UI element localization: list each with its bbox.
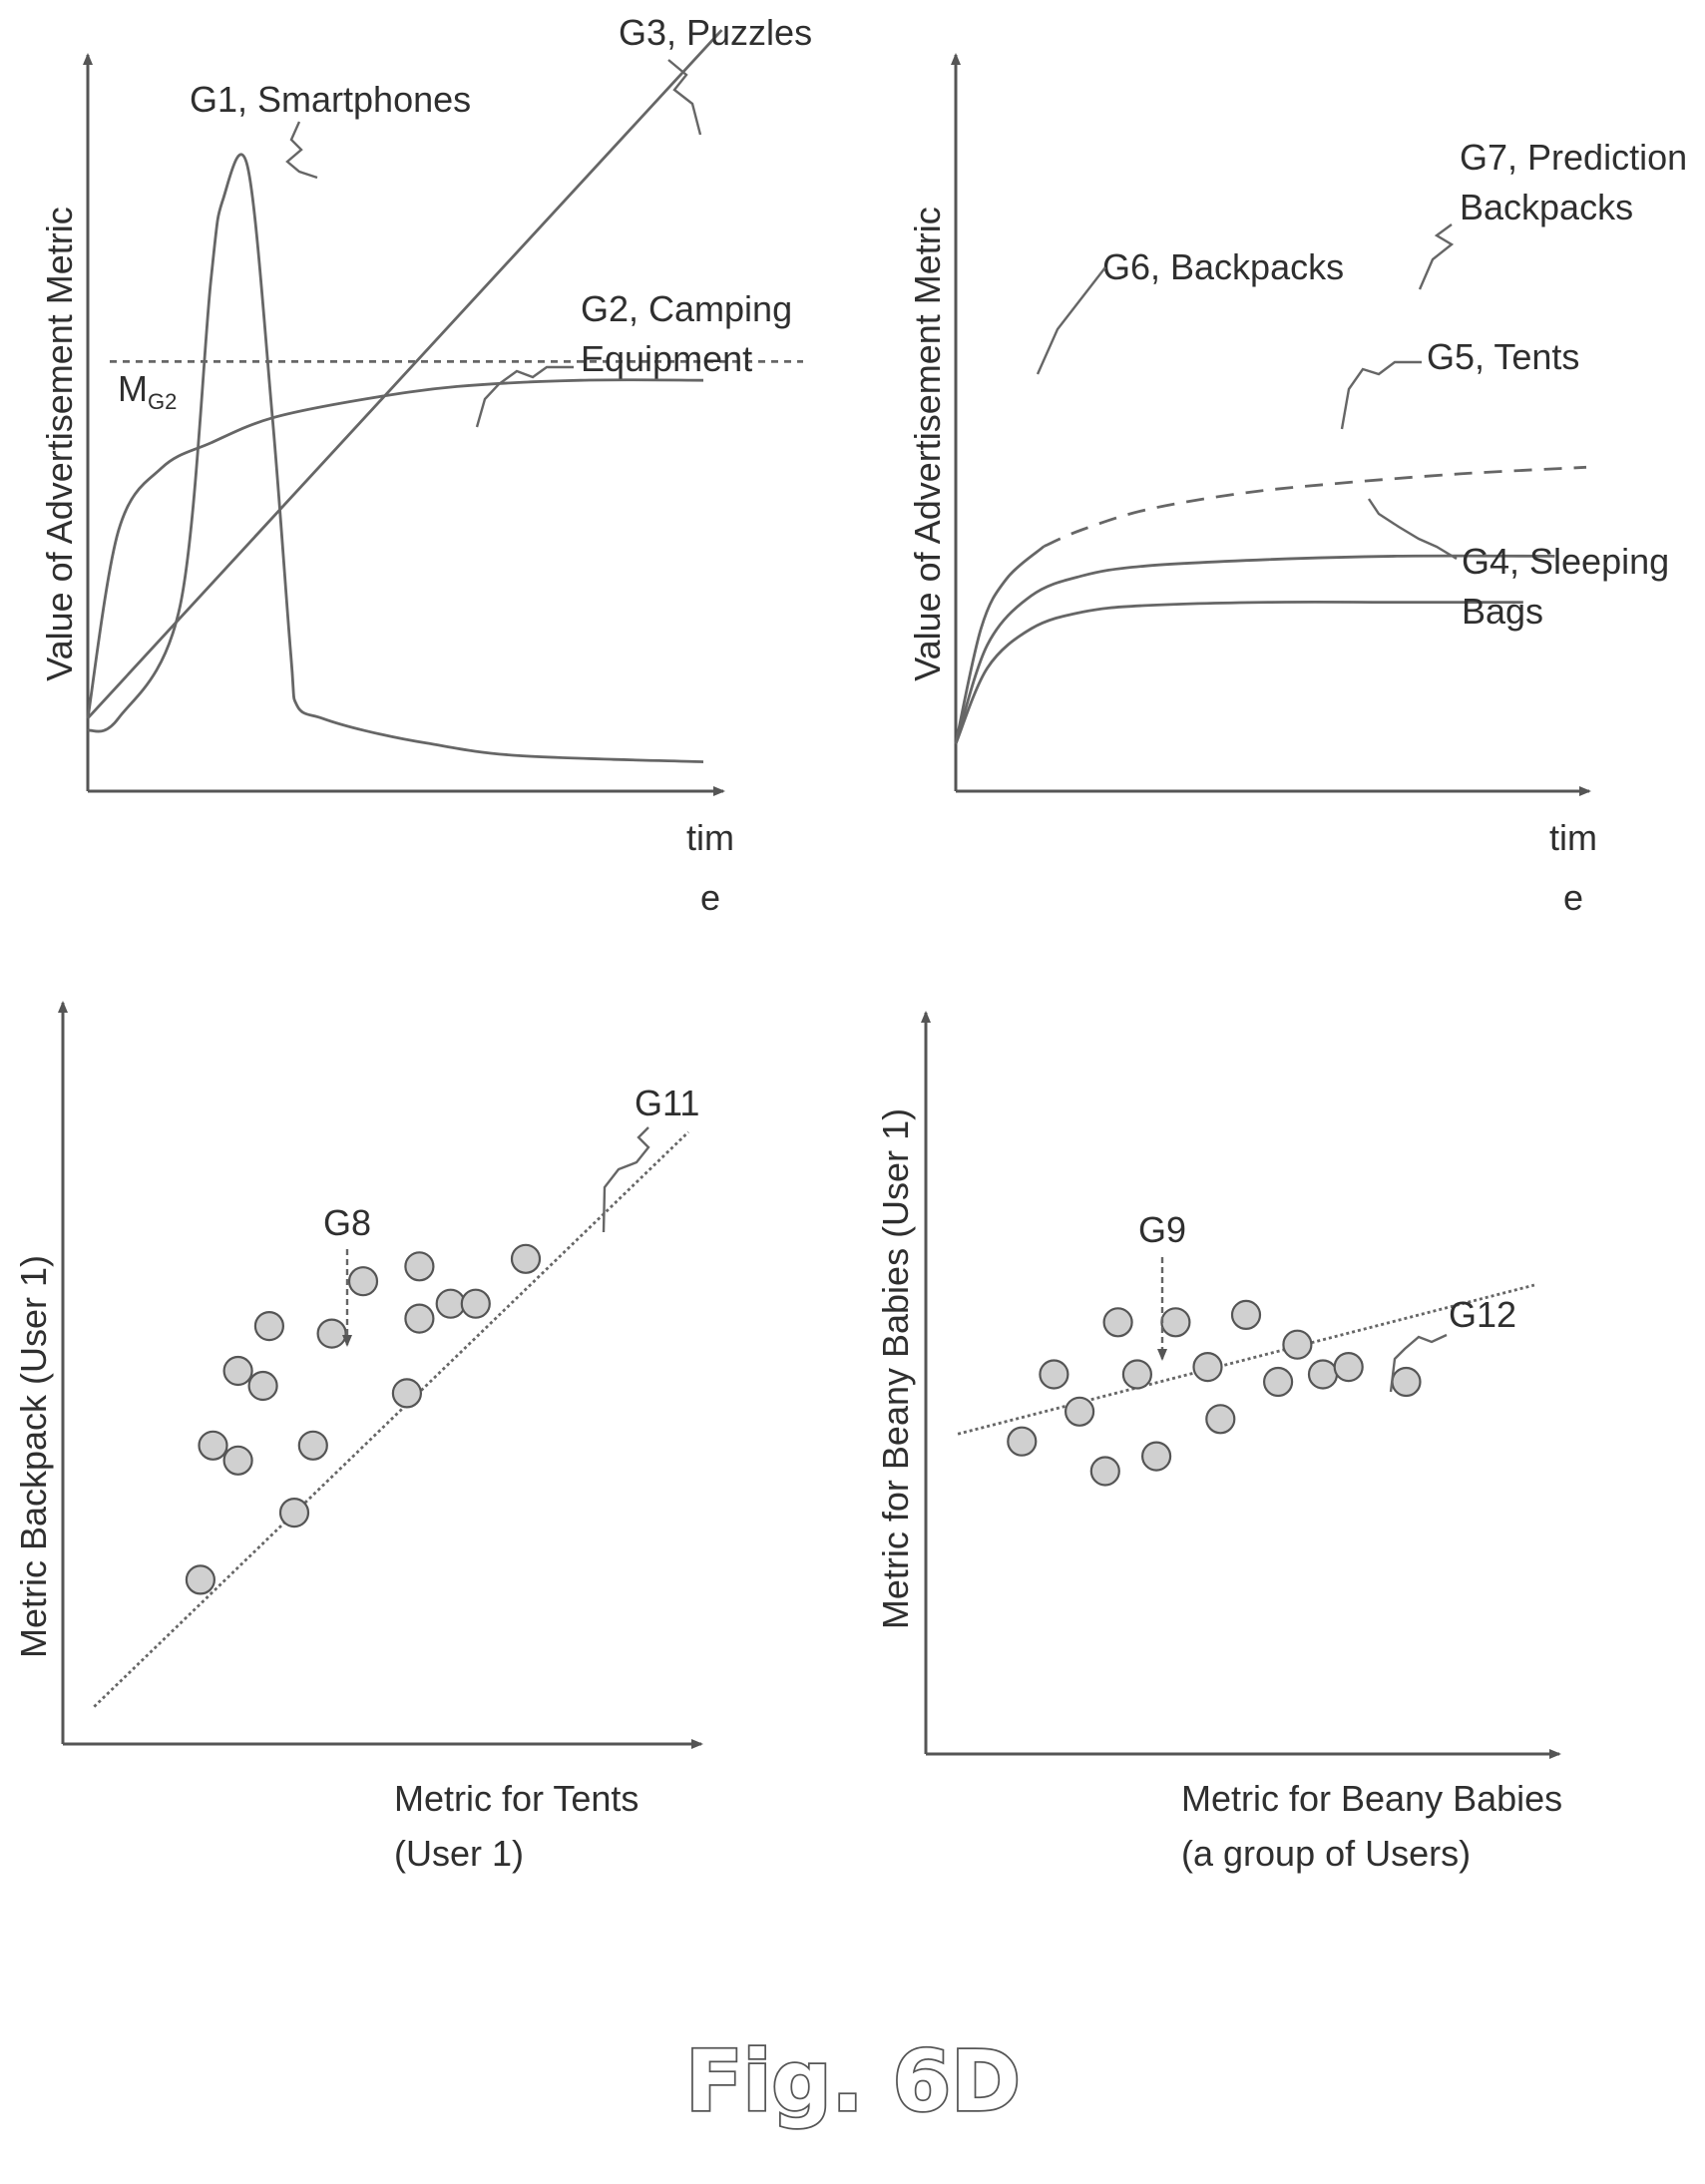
p4-point-4 xyxy=(1089,1456,1120,1487)
p2-g7-leader xyxy=(1418,223,1455,290)
p1-g3-leader xyxy=(667,59,702,136)
figure-caption: Fig. 6D xyxy=(685,2032,1021,2130)
p2-g6-backpacks-curve xyxy=(954,545,1046,744)
p1-threshold-label-subscript: G2 xyxy=(148,389,177,414)
p1-g2-label-line1: G2, Camping xyxy=(581,288,792,329)
p4-point-11 xyxy=(1230,1299,1262,1331)
p4-g9-label: G9 xyxy=(1138,1209,1186,1250)
p3-g8-label: G8 xyxy=(323,1202,371,1243)
p3-point-14 xyxy=(435,1288,466,1319)
panel-4-scatter-chart: Metric for Beany Babies (User 1) Metric … xyxy=(875,1011,1562,1874)
p2-g4-leader xyxy=(1368,498,1458,561)
p3-point-12 xyxy=(404,1303,435,1334)
p2-g4-label-line1: G4, Sleeping xyxy=(1462,541,1669,582)
p2-g7-prediction-backpacks-curve xyxy=(1043,465,1587,548)
p4-point-3 xyxy=(1064,1396,1095,1427)
p4-point-9 xyxy=(1192,1351,1223,1383)
p4-point-14 xyxy=(1307,1359,1339,1390)
p2-g4-label-line2: Bags xyxy=(1462,591,1543,632)
p1-y-axis-label: Value of Advertisement Metric xyxy=(39,207,80,681)
p2-x-axis-label-line2: e xyxy=(1563,877,1583,918)
p4-point-15 xyxy=(1333,1351,1364,1383)
p1-g1-smartphones-curve xyxy=(87,153,704,763)
panel-1-line-chart: Value of Advertisement Metric tim e MG2 … xyxy=(39,12,812,918)
p3-g11-leader xyxy=(602,1126,650,1233)
p4-x-axis-label-line2: (a group of Users) xyxy=(1181,1833,1471,1874)
p1-g3-puzzles-line xyxy=(86,29,723,719)
p3-y-axis-label: Metric Backpack (User 1) xyxy=(13,1255,54,1658)
p4-point-8 xyxy=(1160,1307,1191,1338)
p4-point-13 xyxy=(1282,1329,1313,1360)
p3-point-8 xyxy=(297,1430,328,1461)
p2-g5-tents-curve xyxy=(954,554,1555,744)
p2-g7-label-line2: Backpacks xyxy=(1460,187,1633,227)
p1-g2-leader xyxy=(475,365,574,428)
p3-point-1 xyxy=(185,1564,215,1595)
panel-2-line-chart: Value of Advertisement Metric tim e G6, … xyxy=(907,53,1687,918)
p4-point-7 xyxy=(1140,1441,1172,1472)
p1-g3-label: G3, Puzzles xyxy=(619,12,812,53)
p4-point-6 xyxy=(1121,1359,1153,1390)
p4-point-2 xyxy=(1039,1359,1069,1390)
p1-g2-label-line2: Equipment xyxy=(581,338,752,379)
p1-g1-label: G1, Smartphones xyxy=(190,79,471,120)
p3-point-6 xyxy=(253,1310,284,1342)
p3-x-axis-label-line2: (User 1) xyxy=(394,1833,524,1874)
p3-g11-label: G11 xyxy=(635,1083,699,1123)
p3-point-4 xyxy=(222,1355,253,1387)
p4-x-axis-label-line1: Metric for Beany Babies xyxy=(1181,1778,1562,1819)
p3-point-13 xyxy=(404,1251,435,1282)
p2-g6-leader xyxy=(1036,266,1106,375)
p3-point-11 xyxy=(391,1378,422,1409)
p4-point-10 xyxy=(1205,1404,1236,1435)
p4-point-5 xyxy=(1102,1307,1133,1338)
p1-threshold-label: MG2 xyxy=(118,368,177,414)
p1-g1-leader xyxy=(285,121,318,180)
p1-g2-camping-equipment-curve xyxy=(86,378,704,719)
panel-3-scatter-chart: Metric Backpack (User 1) Metric for Tent… xyxy=(13,1001,703,1874)
p3-g11-fit-line xyxy=(93,1130,689,1708)
p3-point-16 xyxy=(510,1243,542,1274)
p2-g6-label: G6, Backpacks xyxy=(1102,246,1344,287)
p4-points-group xyxy=(1007,1299,1422,1487)
p4-g12-label: G12 xyxy=(1449,1294,1516,1335)
p2-g7-label-line1: G7, Prediction xyxy=(1460,137,1687,178)
p3-point-3 xyxy=(222,1445,253,1476)
p2-g5-label: G5, Tents xyxy=(1427,336,1579,377)
p4-point-16 xyxy=(1391,1366,1422,1398)
p2-g5-leader xyxy=(1340,360,1422,430)
p3-point-7 xyxy=(278,1497,310,1529)
p4-point-1 xyxy=(1007,1426,1038,1457)
p4-g12-leader xyxy=(1389,1333,1448,1393)
p3-point-10 xyxy=(347,1266,379,1297)
p3-points-group xyxy=(185,1243,542,1595)
p3-point-9 xyxy=(316,1318,347,1349)
p3-point-5 xyxy=(247,1370,278,1402)
p2-x-axis-label-line1: tim xyxy=(1549,817,1597,858)
p1-x-axis-label-line1: tim xyxy=(686,817,734,858)
p2-y-axis-label: Value of Advertisement Metric xyxy=(907,207,948,681)
p1-x-axis-label-line2: e xyxy=(700,877,720,918)
p3-point-15 xyxy=(460,1288,491,1319)
p4-point-12 xyxy=(1262,1366,1294,1398)
p1-threshold-label-main: M xyxy=(118,368,148,409)
p3-point-2 xyxy=(198,1430,228,1461)
p2-g4-sleeping-bags-curve xyxy=(954,600,1523,745)
p3-x-axis-label-line1: Metric for Tents xyxy=(394,1778,639,1819)
p4-y-axis-label: Metric for Beany Babies (User 1) xyxy=(875,1108,916,1629)
